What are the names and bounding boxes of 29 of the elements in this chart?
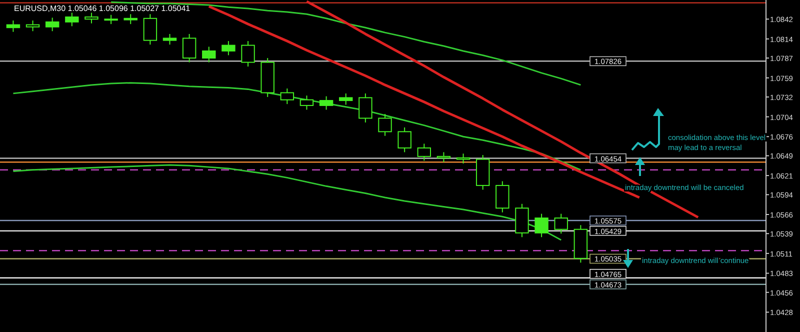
candlestick: [339, 92, 353, 106]
candlestick: [241, 40, 255, 68]
candlestick: [182, 33, 196, 63]
candlestick: [436, 152, 451, 163]
candlestick: [358, 92, 372, 123]
candlestick: [202, 46, 216, 63]
candlestick: [378, 113, 392, 136]
candlestick: [222, 40, 236, 56]
candlestick: [300, 95, 314, 110]
candlestick: [417, 143, 431, 162]
candlestick: [143, 14, 158, 46]
line-series: [12, 164, 562, 241]
candlestick: [26, 20, 40, 32]
candlestick: [162, 33, 177, 46]
candlestick: [280, 88, 294, 105]
candlestick: [456, 153, 470, 164]
line-series: [12, 82, 582, 171]
candlestick: [496, 180, 510, 213]
candlestick: [65, 12, 79, 27]
candlestick: [554, 213, 568, 234]
candlestick: [45, 17, 60, 32]
candlestick: [398, 126, 412, 153]
candlestick: [319, 96, 334, 110]
candlestick: [104, 14, 118, 25]
candlestick: [534, 213, 548, 238]
candlestick: [84, 12, 98, 24]
text: EURUSD,M30 1.05046 1.05096 1.05027 1.05041: [14, 4, 191, 13]
candlestick: [6, 20, 20, 32]
candlestick: [124, 14, 138, 25]
